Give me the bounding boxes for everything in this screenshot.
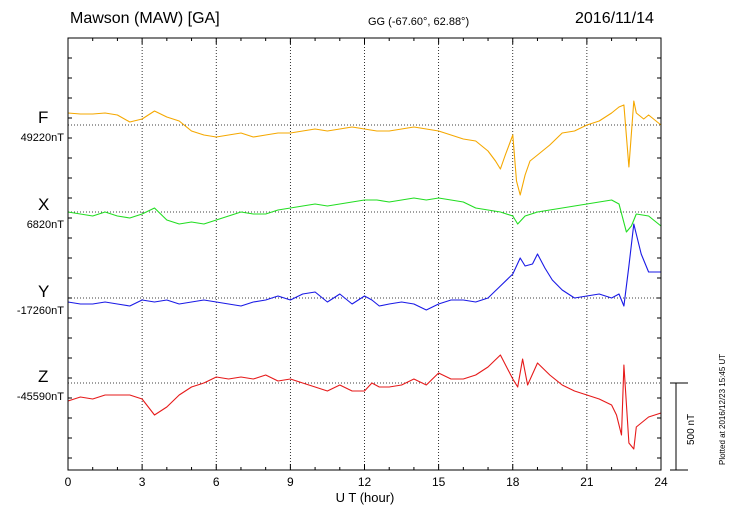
scale-bar-label: 500 nT bbox=[686, 413, 697, 445]
x-tick-label-9: 9 bbox=[287, 475, 294, 489]
baseline-label-x: 6820nT bbox=[26, 219, 64, 231]
series-label-z: Z bbox=[38, 367, 49, 386]
scale-bar bbox=[670, 382, 688, 471]
x-tick-label-18: 18 bbox=[506, 475, 520, 489]
grid-lines bbox=[68, 38, 661, 470]
series-label-y: Y bbox=[38, 282, 50, 301]
series-line-x bbox=[67, 197, 662, 233]
x-tick-label-6: 6 bbox=[213, 475, 220, 489]
series-line-f bbox=[67, 100, 662, 196]
x-axis-label: U T (hour) bbox=[335, 490, 395, 505]
plotted-timestamp: Plotted at 2016/12/23 15:45 UT bbox=[718, 353, 727, 465]
baseline-label-f: 49220nT bbox=[20, 132, 64, 144]
series-line-y bbox=[67, 223, 661, 311]
x-tick-label-3: 3 bbox=[139, 475, 146, 489]
x-tick-label-21: 21 bbox=[580, 475, 594, 489]
x-tick-label-15: 15 bbox=[432, 475, 446, 489]
series-layer bbox=[67, 100, 662, 450]
x-tick-label-24: 24 bbox=[654, 475, 668, 489]
series-line-z bbox=[67, 354, 662, 450]
baseline-label-z: -45590nT bbox=[16, 391, 64, 403]
station-title: Mawson (MAW) [GA] bbox=[70, 10, 220, 27]
geographic-coordinates: GG (-67.60°, 62.88°) bbox=[368, 16, 470, 28]
series-label-f: F bbox=[38, 108, 49, 127]
series-label-x: X bbox=[38, 195, 50, 214]
x-tick-label-0: 0 bbox=[65, 475, 72, 489]
observation-date: 2016/11/14 bbox=[575, 10, 654, 27]
baseline-label-y: -17260nT bbox=[16, 305, 64, 317]
x-tick-label-12: 12 bbox=[358, 475, 372, 489]
axis-ticks: 0 3 6 9 12 15 18 21 24 bbox=[65, 38, 668, 489]
